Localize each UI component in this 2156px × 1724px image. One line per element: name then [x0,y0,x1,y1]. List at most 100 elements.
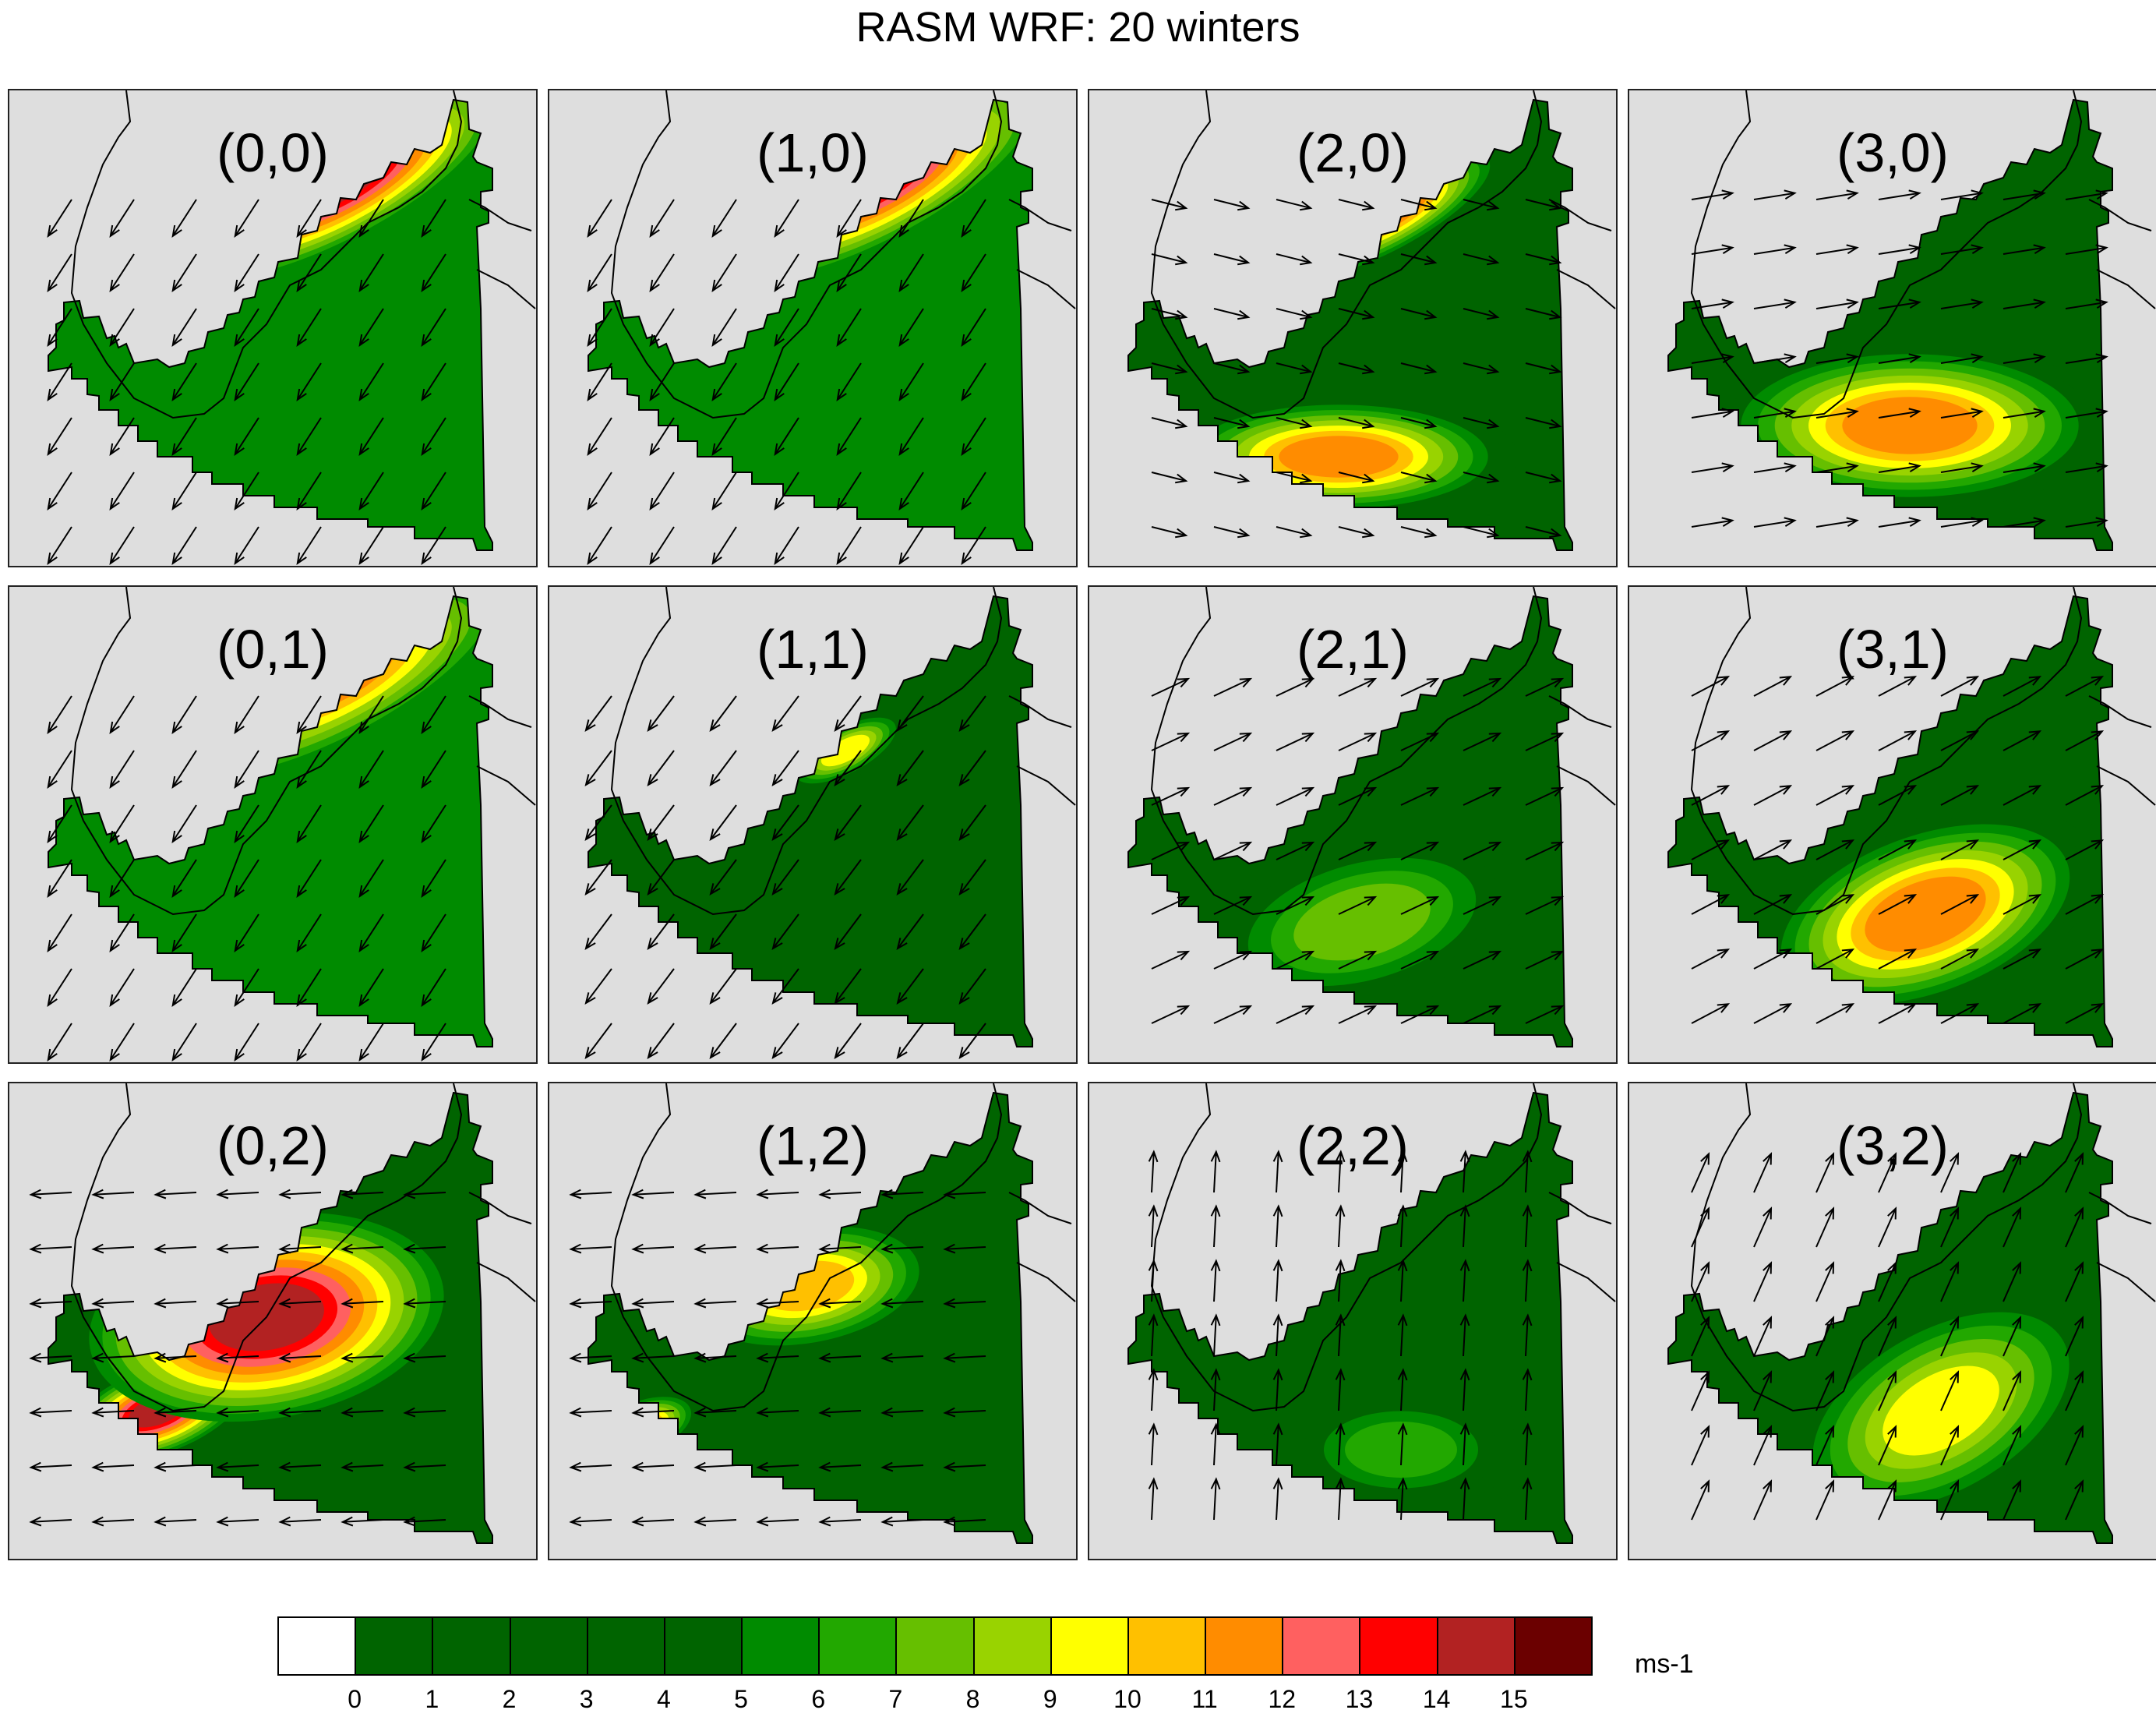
wind-arrow [296,913,322,952]
speed-base-fill [588,596,1032,1047]
wind-arrow-head [958,992,970,1005]
domain-outline [588,595,1033,1047]
wind-arrow [1338,1424,1342,1466]
wind-arrow-head [1175,200,1188,211]
wind-arrow [1691,1372,1710,1411]
wind-vectors [1691,676,2105,1024]
domain-outline [1127,595,1573,1047]
wind-arrow-head [1364,841,1378,852]
wind-arrow [1151,787,1189,806]
wind-arrow-head [153,1189,167,1199]
wind-arrow [234,308,259,346]
wind-arrow [1213,1478,1217,1521]
wind-arrow-head [1459,1150,1470,1163]
wind-arrow-head [1424,309,1438,320]
wind-arrow [358,472,384,510]
wind-arrow-head [2033,244,2046,254]
wind-arrow [772,859,799,895]
wind-arrow-head [1846,353,1859,363]
wind-arrow-head [631,1407,644,1418]
wind-arrow-head [647,992,658,1005]
wind-arrow-head [421,334,432,347]
wind-arrow [1940,301,1982,309]
wind-arrow [1753,1003,1791,1024]
wind-arrow-head [421,279,432,292]
wind-arrow [633,1355,675,1359]
wind-arrow-head [1904,785,1918,795]
wind-arrow-head [1887,1316,1897,1329]
wind-arrow-head [216,1407,229,1418]
wind-arrow-head [216,1189,229,1199]
wind-arrow [1878,1208,1897,1248]
wind-arrow-head [898,443,909,456]
wind-arrow-head [1784,517,1797,527]
wind-arrow-head [631,1461,644,1472]
wind-arrow [280,1519,322,1523]
wind-arrow [1151,526,1187,536]
wind-arrow [820,1410,862,1414]
wind-arrow-head [29,1298,42,1309]
wind-arrow-head [1459,1313,1470,1327]
wind-arrow-head [153,1407,167,1418]
wind-arrow-head [47,939,58,952]
wind-arrow [1151,1424,1155,1466]
wind-arrow [2003,1372,2021,1411]
wind-arrow-head [234,334,245,347]
wind-arrow [342,1410,384,1414]
wind-arrow-head [171,830,182,843]
wind-arrow-head [1966,949,1980,959]
wind-arrow [633,1464,675,1468]
wind-arrow-head [818,1189,831,1199]
wind-arrow-head [1301,841,1315,852]
wind-arrow [234,526,259,564]
wind-arrow [944,1192,986,1196]
wind-arrow [961,308,986,346]
panel-label: (0,0) [217,122,329,183]
wind-arrow [1878,949,1916,970]
wind-arrow-head [1487,473,1500,484]
wind-arrow [1463,253,1498,263]
wind-arrow-head [341,1352,354,1363]
wind-arrow [774,417,799,455]
wind-arrow-head [1397,1259,1408,1272]
wind-arrow [1940,410,1982,419]
wind-arrow [585,750,612,786]
wind-arrow [47,417,72,455]
wind-arrow-head [403,1516,416,1527]
wind-arrow-head [569,1189,582,1199]
wind-arrow-head [1364,950,1378,961]
wind-arrow-head [2033,517,2046,527]
wind-vectors [1151,677,1565,1024]
wind-arrow [171,804,197,843]
wind-arrow-head [296,885,307,898]
wind-arrow [1338,526,1374,536]
wind-arrow-head [1148,1204,1159,1217]
wind-arrow-head [2012,1425,2022,1438]
wind-arrow [2003,1263,2021,1302]
wind-arrow [217,1519,259,1523]
wind-arrow [47,199,72,237]
wind-arrow-head [109,885,120,898]
wind-arrow [342,1355,384,1359]
wind-arrow-head [1779,676,1793,686]
wind-arrow-head [1549,473,1562,484]
wind-arrow-head [1717,730,1731,740]
wind-arrow [897,968,924,1004]
wind-arrow [421,695,446,733]
panel-label: (3,0) [1837,122,1949,183]
wind-arrow [961,199,986,237]
wind-arrow [1463,417,1498,427]
wind-arrow [1878,246,1920,255]
wind-arrow [695,1301,737,1305]
wind-arrow-head [216,1352,229,1363]
wind-arrow [1525,308,1561,318]
wind-arrow [1463,1478,1466,1521]
wind-arrow-head [1148,1477,1159,1490]
wind-arrow-head [421,552,432,565]
wind-arrow-head [1210,1259,1221,1272]
wind-arrow [1525,678,1563,697]
wind-arrow-head [896,774,908,787]
domain-outline [1127,1091,1573,1544]
wind-arrow [944,1410,986,1414]
wind-arrow [961,253,986,291]
